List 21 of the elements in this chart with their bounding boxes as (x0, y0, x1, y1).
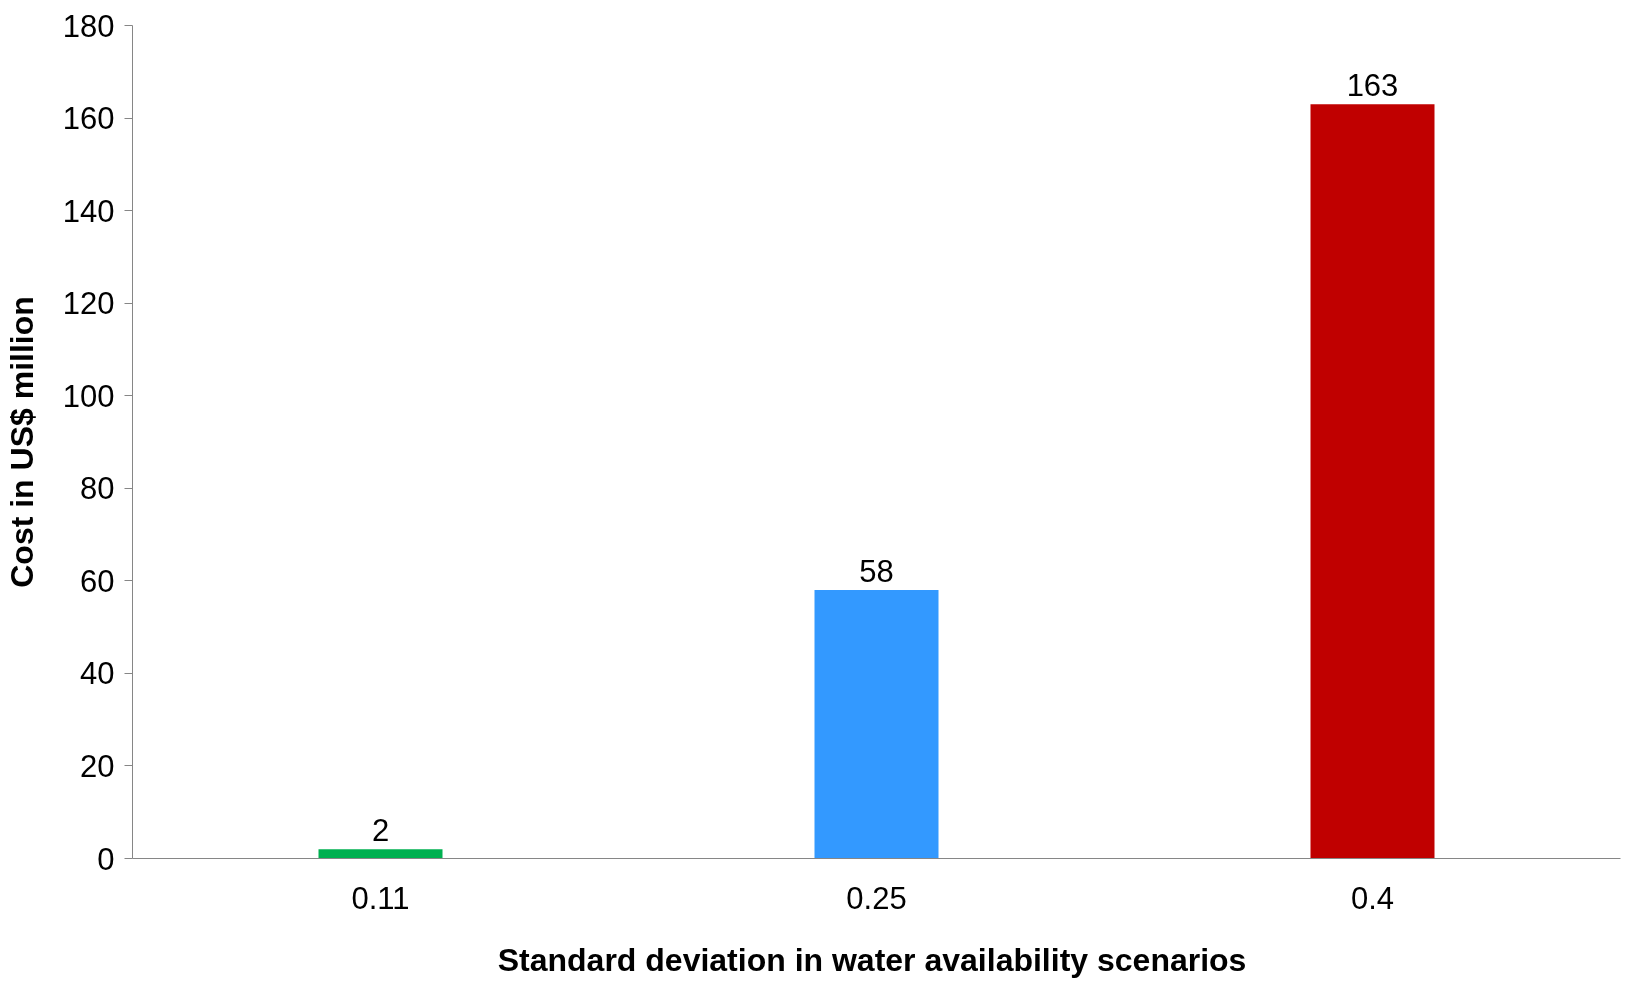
x-axis-title: Standard deviation in water availability scenarios (497, 941, 1247, 978)
bar (318, 849, 443, 859)
bar (1310, 104, 1435, 859)
data-label: 58 (859, 554, 894, 590)
y-axis-title: Cost in US$ million (3, 296, 40, 588)
y-tick-label: 80 (80, 471, 115, 507)
x-tick-label: 0.25 (846, 880, 907, 916)
y-tick-label: 120 (62, 286, 115, 322)
data-label: 2 (371, 813, 390, 849)
y-tick-label: 180 (62, 8, 115, 44)
y-tick-label: 160 (62, 101, 115, 137)
y-tick-label: 140 (62, 193, 115, 229)
data-label: 163 (1346, 68, 1399, 104)
y-tick-label: 20 (80, 748, 115, 784)
y-tick-label: 0 (97, 841, 115, 877)
y-tick-label: 100 (62, 378, 115, 414)
y-tick-label: 60 (80, 563, 115, 599)
bar (814, 590, 939, 859)
y-tick-label: 40 (80, 656, 115, 692)
x-tick-label: 0.11 (351, 880, 410, 916)
x-tick-label: 0.4 (1350, 880, 1395, 916)
